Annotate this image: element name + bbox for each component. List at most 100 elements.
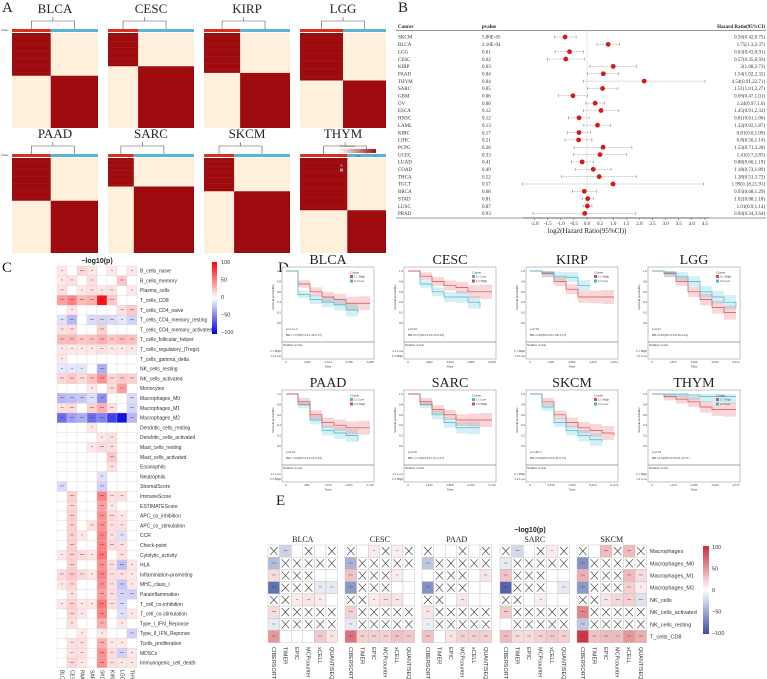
not-available-x-icon [590,595,599,605]
not-available-x-icon [513,595,522,605]
significance-stars: **** [70,377,74,381]
x-tick-label: 6,408 [488,360,496,365]
legend-swatch [716,402,719,406]
x-tick-label: 1,370 [324,483,332,488]
significance-stars: **** [80,553,84,557]
legend-label: C1 High [720,275,731,279]
km-title: THYM [673,376,715,391]
y-tick-label: 0.8 [277,279,281,283]
significance-stars: *** [484,574,487,578]
significance-stars: **** [120,377,124,381]
significance-stars: *** [70,592,73,596]
significance-stars: **** [120,416,124,420]
forest-row-ucec: UCEC 0.33 1.41(0.7,2.85) [398,152,765,158]
heatmap-cell [421,569,434,582]
method-label: MCPcounter [537,647,543,678]
panel-label-b: B [398,0,408,16]
x-tick-label: 4,572 [732,483,740,488]
column-header-hazard-ratio: Hazard Ratio(95%CI) [717,25,765,30]
not-available-x-icon [513,583,522,593]
significance-stars: **** [581,635,585,639]
not-available-x-icon [625,619,634,629]
p-value: 0.93 [482,212,491,217]
significance-stars: *** [120,612,123,616]
p-value-label: p=0.04 [286,450,295,454]
hazard-ratio-point [567,49,572,55]
heatmap-cell [116,265,128,276]
hazard-ratio-point [610,64,616,69]
significance-stars: **** [627,586,631,590]
forest-row-lusc: LUSC 0.87 1.01(0.9,1.14) [398,203,765,210]
colorbar-tick-label: −100 [221,330,233,336]
significance-stars: ** [61,279,63,283]
p-value-label: p=0.04 [652,450,661,454]
y-tick-label: 0.0 [643,321,647,325]
consensus-legend-tick: 0.5 [356,154,361,158]
significance-stars: **** [100,514,104,518]
heatmap-cell [76,501,88,512]
y-tick-label: 1.0 [277,269,281,273]
heatmap-cell [546,569,559,582]
x-tick-label: 3,429 [711,483,719,488]
column-label: SARC [89,670,95,679]
significance-stars: ** [81,631,83,635]
method-label: EPIC [525,647,531,660]
significance-stars: ** [71,308,73,312]
significance-stars: **** [90,298,94,302]
survival-curve [286,270,359,313]
heatmap-cell [291,544,304,558]
km-plot-frame [525,389,619,466]
x-axis-label: Time [325,365,332,369]
y-tick-label: 0.0 [277,321,281,325]
forest-row-brca: BRCA 0.68 0.93(0.68,1.29) [398,188,765,195]
p-value-label: p=2.1e-4 [286,327,298,331]
heatmap-cell [126,599,138,610]
not-available-x-icon [636,607,645,617]
legend-label: C2 Low [720,402,731,406]
significance-stars: **** [60,484,64,488]
significance-stars: **** [100,563,104,567]
survival-curve [652,270,736,313]
heatmap-cell [56,432,68,443]
heatmap-cell [402,630,415,643]
significance-stars: **** [318,635,322,639]
method-label: xCELL [548,647,554,664]
heatmap-cell [56,501,68,512]
hazard-ratio-label: 1.41(0.7,2.85) [737,153,766,158]
significance-stars: **** [515,635,519,639]
heatmap-cell [96,354,108,365]
significance-stars: *** [90,524,93,528]
hazard-ratio-label: 0.81(0.6,1.09) [737,131,766,136]
not-available-x-icon [548,607,557,617]
confidence-band [530,394,614,444]
x-tick-label: 0 [651,360,653,364]
km-plot-frame [403,389,497,466]
heatmap-cell [126,295,138,306]
heatmap-texture [300,68,343,70]
significance-stars: **** [70,582,74,586]
colorbar-tick-label: −100 [712,631,724,637]
x-tick-label: -2.0 [531,222,539,227]
cancer-name: LAML [398,124,412,129]
significance-stars: *** [90,396,93,400]
consensus-heatmap-title: SARC [134,126,168,141]
hazard-ratio-point [576,130,582,135]
not-available-x-icon [381,583,390,593]
significance-stars: **** [70,524,74,528]
significance-stars: **** [60,377,64,381]
heatmap-cell [76,461,88,472]
method-label: CIBERSORT [579,647,585,679]
method-label: CIBERSORT [347,647,353,679]
significance-stars: *** [90,279,93,283]
hazard-ratio-label: HR=1.54(95%CI:1.02-2.32) [286,456,322,460]
row-label: MDSCs [140,651,158,657]
heatmap-cell [56,628,68,639]
significance-stars: ** [121,318,123,322]
significance-stars: **** [100,367,104,371]
y-tick-label: 0.2 [399,311,403,315]
heatmap-cell [66,452,78,463]
not-available-x-icon [292,571,302,580]
consensus-heatmap-skcm [204,142,290,253]
class-bar-cluster-1 [300,154,348,157]
not-available-x-icon [423,595,432,605]
